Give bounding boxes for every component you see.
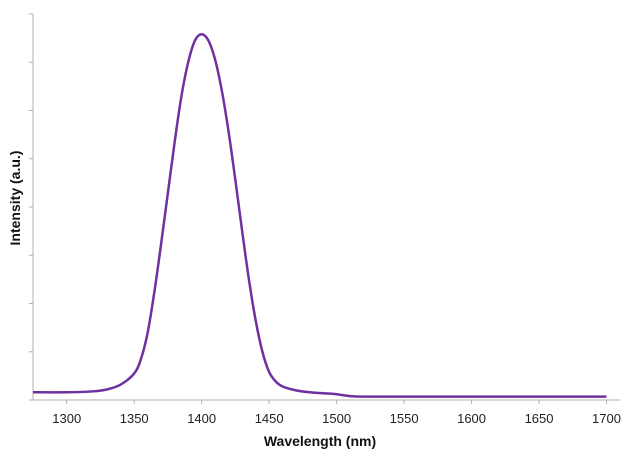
series-line-0 [32,33,607,398]
x-axis-tick-labels: 1300 1350 1400 1450 1500 1550 1600 1650 1700 [52,411,621,426]
x-tick-label-1300: 1300 [52,411,81,426]
y-axis-ticks [29,13,33,401]
x-tick-label-1550: 1550 [390,411,419,426]
series-layer [32,33,607,398]
x-axis-title: Wavelength (nm) [264,433,376,449]
x-tick-label-1400: 1400 [187,411,216,426]
x-tick-label-1700: 1700 [592,411,621,426]
y-axis-title: Intensity (a.u.) [7,151,23,246]
x-tick-label-1350: 1350 [120,411,149,426]
x-tick-label-1450: 1450 [255,411,284,426]
x-tick-label-1600: 1600 [457,411,486,426]
x-tick-label-1650: 1650 [525,411,554,426]
x-tick-label-1500: 1500 [322,411,351,426]
x-axis-ticks [66,400,608,404]
